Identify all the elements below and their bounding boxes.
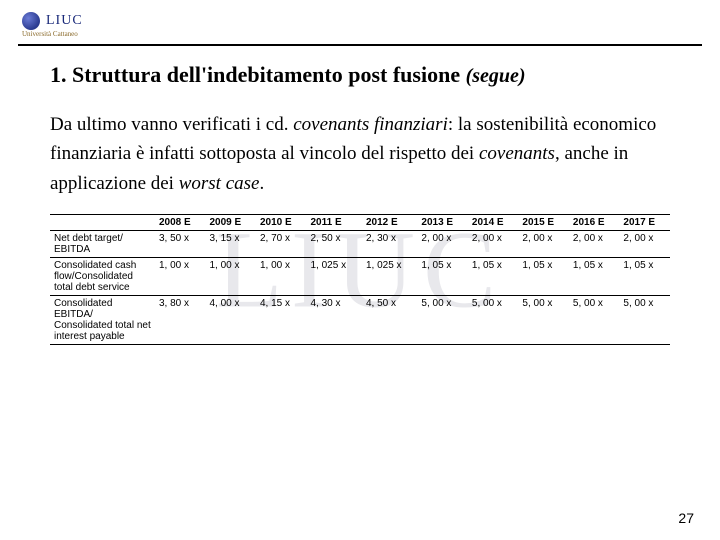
col-header: 2012 E [362, 215, 417, 231]
col-header: 2017 E [619, 215, 670, 231]
cell: 2, 00 x [518, 231, 569, 258]
cell: 4, 30 x [307, 296, 362, 345]
header-rule [18, 44, 702, 46]
cell: 2, 30 x [362, 231, 417, 258]
cell: 1, 00 x [256, 258, 307, 296]
cell: 2, 00 x [417, 231, 468, 258]
cell: 5, 00 x [569, 296, 620, 345]
covenants-table: 2008 E 2009 E 2010 E 2011 E 2012 E 2013 … [50, 214, 670, 345]
logo-subtitle: Università Cattaneo [22, 30, 78, 38]
col-header: 2008 E [155, 215, 206, 231]
cell: 1, 05 x [468, 258, 519, 296]
page-number: 27 [678, 510, 694, 526]
para-em: worst case [179, 173, 260, 194]
logo: LIUC [22, 12, 83, 30]
table-row: Consolidated cash flow/Consolidated tota… [50, 258, 670, 296]
cell: 5, 00 x [619, 296, 670, 345]
cell: 2, 00 x [468, 231, 519, 258]
logo-text: LIUC [46, 13, 83, 29]
cell: 1, 05 x [518, 258, 569, 296]
table-row: Net debt target/ EBITDA 3, 50 x 3, 15 x … [50, 231, 670, 258]
cell: 4, 15 x [256, 296, 307, 345]
title-suffix: (segue) [466, 65, 526, 87]
cell: 3, 50 x [155, 231, 206, 258]
cell: 2, 70 x [256, 231, 307, 258]
cell: 2, 00 x [569, 231, 620, 258]
cell: 4, 50 x [362, 296, 417, 345]
col-header: 2014 E [468, 215, 519, 231]
col-header: 2015 E [518, 215, 569, 231]
para-text: Da ultimo vanno verificati i cd. [50, 114, 293, 135]
cell: 1, 05 x [417, 258, 468, 296]
row-label: Consolidated cash flow/Consolidated tota… [50, 258, 155, 296]
cell: 1, 025 x [362, 258, 417, 296]
cell: 5, 00 x [518, 296, 569, 345]
row-label: Consolidated EBITDA/ Consolidated total … [50, 296, 155, 345]
cell: 2, 00 x [619, 231, 670, 258]
cell: 1, 00 x [155, 258, 206, 296]
slide-content: 1. Struttura dell'indebitamento post fus… [50, 62, 670, 345]
para-em: covenants finanziari [293, 114, 448, 135]
col-header: 2009 E [206, 215, 257, 231]
cell: 5, 00 x [468, 296, 519, 345]
cell: 3, 15 x [206, 231, 257, 258]
cell: 4, 00 x [206, 296, 257, 345]
cell: 1, 00 x [206, 258, 257, 296]
page-title: 1. Struttura dell'indebitamento post fus… [50, 62, 670, 88]
logo-icon [22, 12, 40, 30]
cell: 5, 00 x [417, 296, 468, 345]
table-row: Consolidated EBITDA/ Consolidated total … [50, 296, 670, 345]
cell: 1, 025 x [307, 258, 362, 296]
para-text: . [259, 173, 264, 194]
title-main: 1. Struttura dell'indebitamento post fus… [50, 62, 460, 87]
row-label: Net debt target/ EBITDA [50, 231, 155, 258]
cell: 1, 05 x [619, 258, 670, 296]
table-header-row: 2008 E 2009 E 2010 E 2011 E 2012 E 2013 … [50, 215, 670, 231]
body-paragraph: Da ultimo vanno verificati i cd. covenan… [50, 110, 670, 198]
para-em: covenants [479, 143, 555, 164]
cell: 3, 80 x [155, 296, 206, 345]
col-header: 2011 E [307, 215, 362, 231]
col-header: 2010 E [256, 215, 307, 231]
table-corner [50, 215, 155, 231]
col-header: 2016 E [569, 215, 620, 231]
col-header: 2013 E [417, 215, 468, 231]
cell: 2, 50 x [307, 231, 362, 258]
cell: 1, 05 x [569, 258, 620, 296]
